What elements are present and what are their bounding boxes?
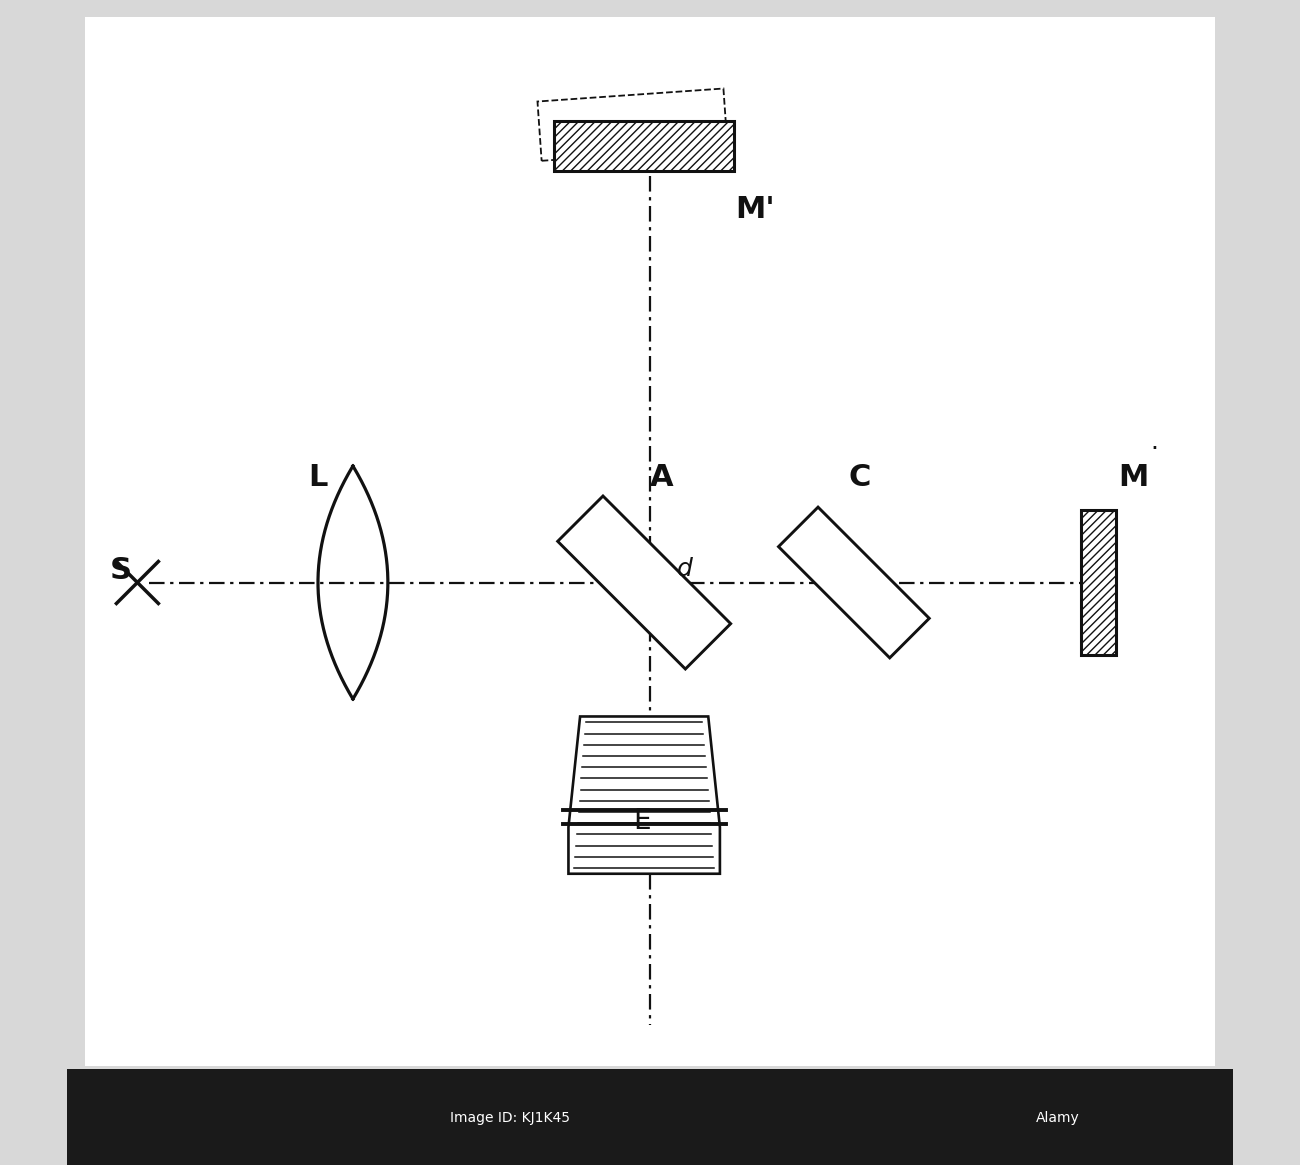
Polygon shape	[568, 716, 720, 874]
Bar	[68, 1069, 1232, 1165]
Polygon shape	[779, 507, 929, 658]
Bar	[1082, 510, 1115, 655]
Polygon shape	[554, 121, 734, 171]
Text: L: L	[308, 464, 328, 492]
Text: ·: ·	[1150, 437, 1158, 460]
Text: Alamy: Alamy	[1036, 1111, 1079, 1125]
Text: d: d	[677, 557, 693, 580]
Text: A: A	[650, 464, 673, 492]
Text: E: E	[633, 807, 651, 835]
Text: M': M'	[734, 196, 775, 224]
Text: C: C	[849, 464, 871, 492]
Polygon shape	[558, 496, 731, 669]
Text: S: S	[111, 557, 133, 585]
Text: M: M	[1118, 464, 1149, 492]
Text: Image ID: KJ1K45: Image ID: KJ1K45	[450, 1111, 571, 1125]
